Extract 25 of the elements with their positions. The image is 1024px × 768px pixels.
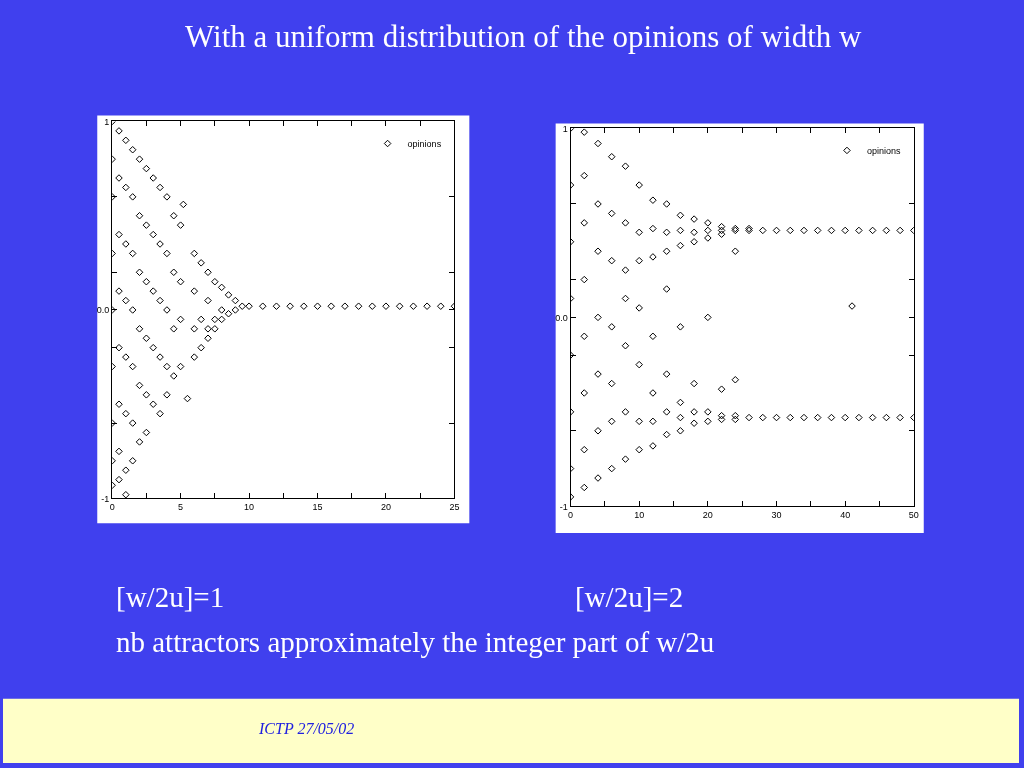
- x-tick-label: 0: [109, 502, 115, 513]
- text: nb attractors approximately the integer part of w/2u: [116, 626, 715, 658]
- x-tick-label: 20: [702, 510, 713, 521]
- text: With a uniform distribution of the opinions of width w: [185, 19, 862, 54]
- x-tick-label: 10: [634, 510, 645, 521]
- x-tick-label: 25: [449, 502, 460, 513]
- x-tick-label: 10: [244, 502, 255, 513]
- x-tick-label: 15: [312, 502, 323, 513]
- x-tick-label: 40: [840, 510, 851, 521]
- x-tick-label: 20: [380, 502, 391, 513]
- y-tick-label: 1: [562, 123, 568, 134]
- x-tick-label: 0: [568, 510, 574, 521]
- text: ICTP 27/05/02: [258, 720, 355, 737]
- y-tick-label: -1: [559, 501, 568, 512]
- x-tick-label: 5: [178, 502, 184, 513]
- legend-label: opinions: [407, 139, 442, 150]
- text: [w/2u]=2: [575, 581, 684, 613]
- y-tick-label: 0.0: [555, 312, 568, 323]
- y-tick-label: 1: [104, 116, 110, 127]
- x-tick-label: 50: [908, 510, 919, 521]
- y-tick-label: -1: [101, 493, 110, 504]
- legend-label: opinions: [866, 145, 901, 156]
- x-tick-label: 30: [771, 510, 782, 521]
- text: [w/2u]=1: [116, 581, 225, 613]
- y-tick-label: 0.0: [96, 305, 110, 316]
